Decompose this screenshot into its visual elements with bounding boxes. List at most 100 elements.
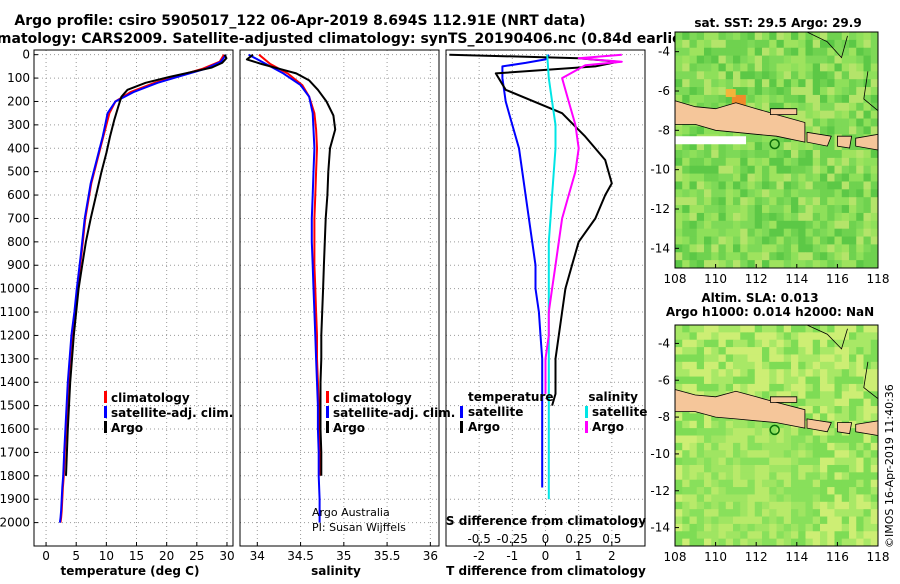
map-cell	[740, 205, 748, 214]
map-cell	[725, 165, 734, 174]
map-cell	[827, 538, 835, 547]
map-cell	[849, 165, 857, 174]
map-cell	[820, 236, 828, 245]
map-cell	[769, 464, 777, 473]
map-cell	[696, 501, 705, 510]
map-cell	[740, 47, 748, 56]
map-cell	[725, 450, 734, 458]
map-cell	[747, 47, 756, 56]
map-cell	[689, 361, 698, 370]
map-cell	[689, 189, 698, 198]
map-cell	[754, 102, 763, 112]
map-cell	[747, 516, 756, 525]
land-polygon	[806, 131, 832, 147]
map-cell	[718, 150, 727, 159]
map-cell	[827, 361, 835, 370]
map-cell	[791, 260, 799, 269]
map-cell	[870, 197, 879, 206]
map-cell	[740, 252, 748, 261]
map-cell	[776, 260, 785, 269]
map-cell	[805, 339, 814, 348]
map-cell	[769, 538, 777, 547]
map-cell	[805, 398, 814, 407]
map-cell	[711, 347, 719, 355]
map-cell	[805, 442, 814, 451]
map-cell	[747, 205, 756, 214]
map-cell	[718, 165, 727, 174]
map-cell	[711, 189, 719, 198]
map-cell	[689, 150, 698, 159]
map-cell	[689, 63, 698, 72]
map-cell	[754, 228, 763, 237]
map-cell	[696, 126, 705, 135]
map-cell	[682, 420, 690, 429]
map-cell	[754, 47, 763, 56]
map-cell	[827, 479, 835, 488]
map-cell	[704, 383, 712, 392]
map-y-tick-label: -6	[658, 373, 670, 387]
map-cell	[834, 442, 843, 451]
map-cell	[762, 157, 770, 167]
map-cell	[776, 189, 785, 198]
map-cell	[696, 236, 705, 245]
map-cell	[827, 464, 835, 473]
map-cell	[718, 369, 727, 377]
map-cell	[856, 205, 864, 214]
map-cell	[849, 181, 857, 190]
map-cell	[682, 165, 690, 174]
map-cell	[740, 428, 748, 436]
map-cell	[769, 197, 777, 206]
map-cell	[776, 487, 785, 495]
map-cell	[798, 244, 806, 253]
map-cell	[820, 442, 828, 451]
map-cell	[791, 79, 799, 88]
map-cell	[689, 420, 698, 429]
map-cell	[704, 165, 712, 174]
map-cell	[805, 531, 814, 540]
map-cell	[791, 325, 799, 333]
map-cell	[725, 244, 734, 253]
map-cell	[704, 347, 712, 355]
map-cell	[783, 102, 792, 112]
map-cell	[754, 212, 763, 222]
map-cell	[762, 325, 770, 333]
map-cell	[769, 435, 777, 444]
map-cell	[834, 150, 843, 159]
map-cell	[711, 383, 719, 392]
map-cell	[783, 523, 792, 532]
map-cell	[870, 391, 879, 400]
map-cell	[812, 189, 821, 198]
map-cell	[841, 435, 850, 444]
map-cell	[682, 79, 690, 88]
map-cell	[791, 142, 799, 151]
map-cell	[776, 220, 785, 230]
map-cell	[849, 487, 857, 495]
map-x-tick-label: 110	[704, 550, 727, 564]
map-cell	[849, 79, 857, 88]
map-cell	[682, 260, 690, 269]
map-cell	[812, 428, 821, 436]
map-cell	[849, 118, 857, 127]
map-cell	[870, 47, 879, 56]
map-cell	[740, 487, 748, 495]
map-cell	[740, 157, 748, 167]
map-cell	[776, 516, 785, 525]
map-cell	[798, 173, 806, 182]
map-cell	[718, 494, 727, 503]
map-cell	[689, 450, 698, 458]
map-y-tick-label: -6	[658, 84, 670, 98]
map-cell	[820, 220, 828, 230]
map-cell	[718, 354, 727, 363]
map-cell	[762, 501, 770, 510]
map-cell	[740, 228, 748, 237]
salinity-xlabel: salinity	[311, 564, 361, 578]
map-cell	[725, 347, 734, 355]
map-cell	[841, 501, 850, 510]
map-cell	[783, 157, 792, 167]
map-cell	[769, 479, 777, 488]
map-cell	[820, 173, 828, 182]
map-cell	[783, 332, 792, 341]
map-cell	[841, 220, 850, 230]
map-cell	[820, 435, 828, 444]
map-cell	[863, 398, 872, 407]
